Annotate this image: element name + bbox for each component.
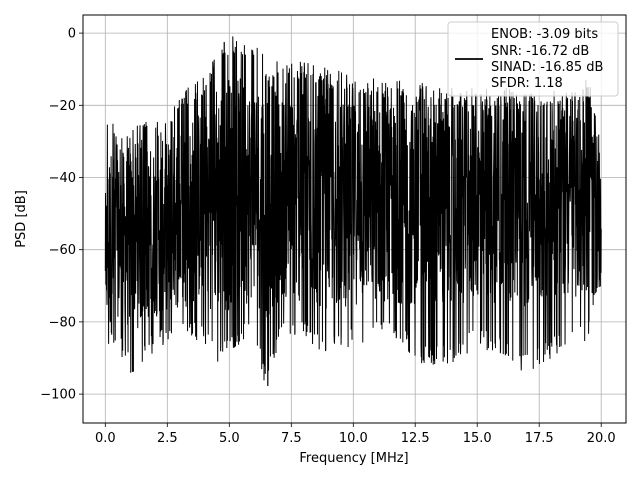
y-tick-label: −40 bbox=[49, 171, 76, 186]
y-tick-label: −80 bbox=[49, 315, 76, 330]
y-tick-label: −20 bbox=[49, 99, 76, 114]
axis-ticks: 0.0 2.5 5.0 7.5 10.0 12.5 15.0 17.5 20.0 0 −20 −40 −… bbox=[40, 27, 615, 446]
plot-frame bbox=[82, 14, 627, 424]
y-tick-label: −100 bbox=[40, 388, 76, 403]
y-tick-label: 0 bbox=[68, 27, 76, 42]
legend: ENOB: -3.09 bits SNR: -16.72 dB SINAD: -… bbox=[447, 21, 619, 97]
legend-enob: ENOB: -3.09 bits bbox=[491, 27, 598, 42]
psd-trace bbox=[104, 36, 602, 387]
x-tick-label: 7.5 bbox=[281, 431, 302, 446]
y-axis-label: PSD [dB] bbox=[14, 190, 29, 248]
x-tick-label: 12.5 bbox=[401, 431, 430, 446]
x-tick-label: 17.5 bbox=[525, 431, 554, 446]
legend-box bbox=[447, 21, 619, 97]
psd-series bbox=[104, 36, 602, 387]
x-tick-label: 20.0 bbox=[587, 431, 616, 446]
legend-sfdr: SFDR: 1.18 bbox=[491, 76, 563, 91]
x-tick-label: 2.5 bbox=[157, 431, 178, 446]
y-tick-label: −60 bbox=[49, 243, 76, 258]
x-tick-label: 0.0 bbox=[95, 431, 116, 446]
x-tick-label: 10.0 bbox=[339, 431, 368, 446]
x-axis-label: Frequency [MHz] bbox=[299, 451, 408, 466]
legend-sinad: SINAD: -16.85 dB bbox=[491, 60, 603, 75]
x-tick-label: 5.0 bbox=[219, 431, 240, 446]
x-tick-label: 15.0 bbox=[463, 431, 492, 446]
legend-snr: SNR: -16.72 dB bbox=[491, 44, 589, 59]
